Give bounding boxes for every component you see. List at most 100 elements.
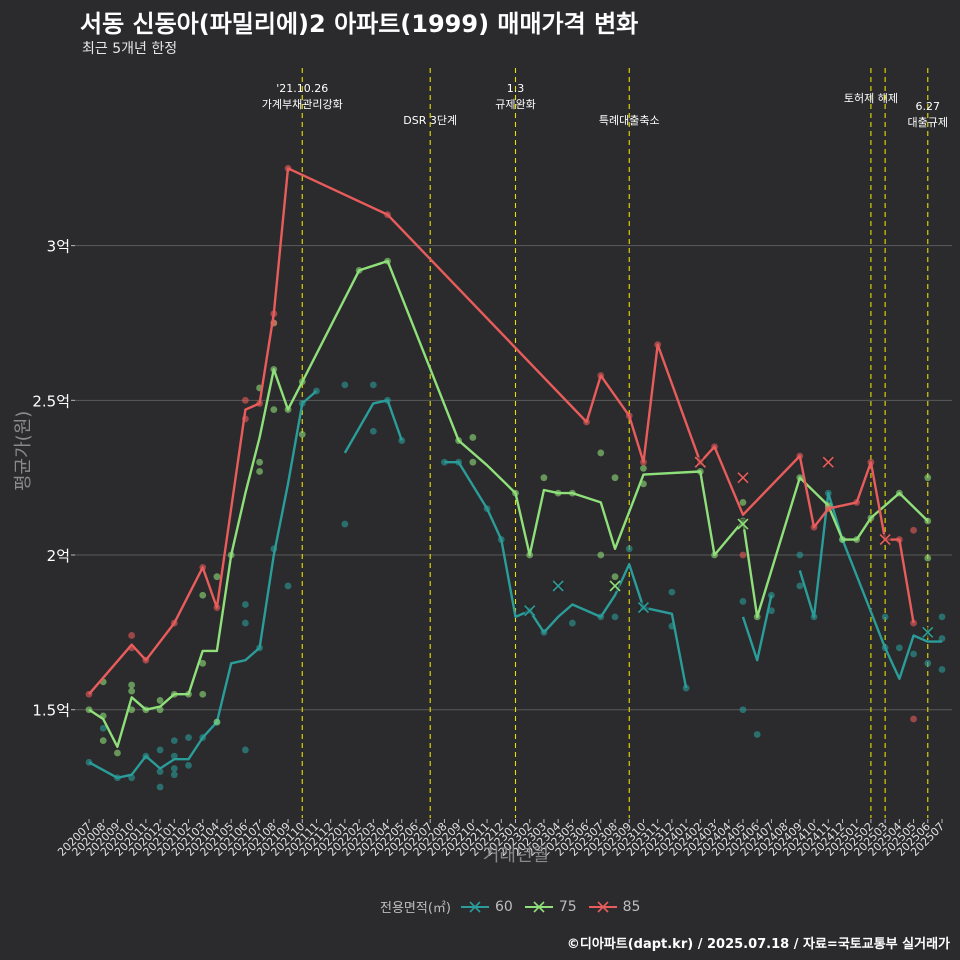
data-point-60 bbox=[185, 762, 192, 769]
data-point-75 bbox=[213, 573, 221, 581]
data-point-60 bbox=[341, 520, 349, 528]
data-point-60 bbox=[739, 706, 747, 714]
data-point-75 bbox=[256, 458, 263, 466]
series-line-60 bbox=[741, 594, 773, 662]
data-point-60 bbox=[938, 635, 946, 642]
data-point-75 bbox=[199, 690, 207, 698]
data-point-60 bbox=[369, 427, 377, 435]
data-point-60 bbox=[369, 381, 377, 389]
cross-marker-85 bbox=[737, 472, 749, 484]
data-point-85 bbox=[739, 551, 747, 559]
event-label: 1.3 bbox=[507, 82, 525, 95]
data-point-75 bbox=[213, 718, 221, 726]
cross-marker-85 bbox=[879, 533, 891, 546]
data-point-60 bbox=[796, 551, 804, 559]
data-point-75 bbox=[611, 573, 619, 581]
data-point-60 bbox=[284, 582, 292, 590]
data-point-75 bbox=[469, 434, 477, 441]
data-point-60 bbox=[881, 613, 889, 621]
data-point-60 bbox=[170, 771, 178, 779]
data-point-75 bbox=[611, 474, 619, 482]
event-label: 특례대출축소 bbox=[599, 114, 660, 127]
data-point-60 bbox=[895, 644, 903, 652]
data-point-75 bbox=[128, 706, 136, 714]
data-point-75 bbox=[924, 554, 932, 562]
data-point-60 bbox=[924, 659, 932, 667]
series-line-60 bbox=[798, 491, 942, 680]
legend-item-60: 60 bbox=[460, 899, 513, 915]
cross-marker-75 bbox=[737, 518, 749, 530]
legend: 전용면적(㎡) 60 75 85 bbox=[380, 897, 652, 917]
data-point-75 bbox=[540, 474, 548, 482]
event-label: 가계부채관리강화 bbox=[262, 98, 343, 111]
data-point-60 bbox=[625, 545, 633, 553]
event-label: 규제완화 bbox=[495, 98, 535, 111]
series-line-75 bbox=[88, 259, 929, 748]
chart-subtitle: 최근 5개년 한정 bbox=[82, 41, 178, 57]
cross-marker-60 bbox=[552, 580, 564, 592]
cross-marker-85 bbox=[694, 456, 706, 468]
y-tick-label: 2억 bbox=[47, 547, 70, 565]
series-line-85 bbox=[88, 167, 915, 695]
data-point-60 bbox=[611, 613, 619, 621]
y-tick-label: 1.5억 bbox=[32, 702, 70, 720]
event-label: 6.27 bbox=[916, 100, 941, 113]
data-point-60 bbox=[568, 619, 576, 627]
data-point-75 bbox=[924, 474, 932, 482]
data-point-60 bbox=[170, 752, 178, 760]
series-line-60 bbox=[444, 461, 688, 689]
data-point-75 bbox=[640, 464, 647, 472]
cross-marker-60 bbox=[524, 605, 536, 617]
data-point-60 bbox=[796, 582, 804, 590]
data-point-75 bbox=[256, 468, 263, 475]
legend-title: 전용면적(㎡) bbox=[380, 901, 451, 916]
data-point-75 bbox=[469, 458, 477, 466]
data-point-75 bbox=[298, 430, 306, 438]
data-point-85 bbox=[910, 715, 917, 723]
data-point-75 bbox=[199, 659, 207, 667]
cross-marker-85 bbox=[822, 456, 834, 468]
data-point-75 bbox=[99, 737, 107, 745]
data-point-75 bbox=[199, 591, 207, 599]
y-tick-label: 3억 bbox=[47, 238, 70, 256]
data-point-60 bbox=[185, 734, 192, 741]
data-point-60 bbox=[739, 598, 747, 605]
cross-marker-60 bbox=[637, 602, 650, 614]
data-point-60 bbox=[156, 783, 164, 791]
data-point-75 bbox=[114, 749, 121, 757]
data-point-60 bbox=[753, 731, 761, 738]
data-point-60 bbox=[668, 588, 676, 596]
data-point-75 bbox=[128, 681, 136, 689]
event-label: '21.10.26 bbox=[276, 82, 328, 95]
event-label: 토허제 해제 bbox=[844, 91, 898, 105]
data-point-60 bbox=[938, 666, 946, 673]
data-point-85 bbox=[910, 526, 917, 534]
legend-key-85-icon bbox=[588, 900, 617, 913]
data-point-60 bbox=[768, 607, 775, 615]
data-point-60 bbox=[156, 746, 164, 754]
data-point-60 bbox=[938, 613, 946, 621]
data-point-75 bbox=[270, 406, 278, 414]
data-point-85 bbox=[241, 396, 249, 404]
data-point-60 bbox=[99, 724, 107, 732]
event-label: DSR 3단계 bbox=[403, 114, 457, 127]
legend-label-75: 75 bbox=[558, 898, 577, 915]
data-point-75 bbox=[597, 551, 605, 559]
cross-marker-60 bbox=[922, 626, 934, 638]
data-point-60 bbox=[156, 768, 164, 775]
y-tick-label: 2.5억 bbox=[32, 392, 70, 410]
series-line-60 bbox=[88, 390, 318, 779]
data-point-60 bbox=[170, 765, 178, 772]
legend-key-75-icon bbox=[524, 900, 553, 913]
data-point-60 bbox=[910, 650, 917, 658]
data-point-60 bbox=[241, 619, 249, 627]
y-axis-title: 평균가(원) bbox=[13, 410, 34, 491]
legend-item-75: 75 bbox=[524, 898, 577, 915]
data-point-75 bbox=[597, 449, 605, 457]
legend-label-85: 85 bbox=[622, 898, 641, 915]
data-point-75 bbox=[739, 499, 747, 506]
data-point-60 bbox=[241, 746, 249, 754]
data-point-75 bbox=[128, 687, 136, 695]
data-point-85 bbox=[128, 632, 136, 639]
